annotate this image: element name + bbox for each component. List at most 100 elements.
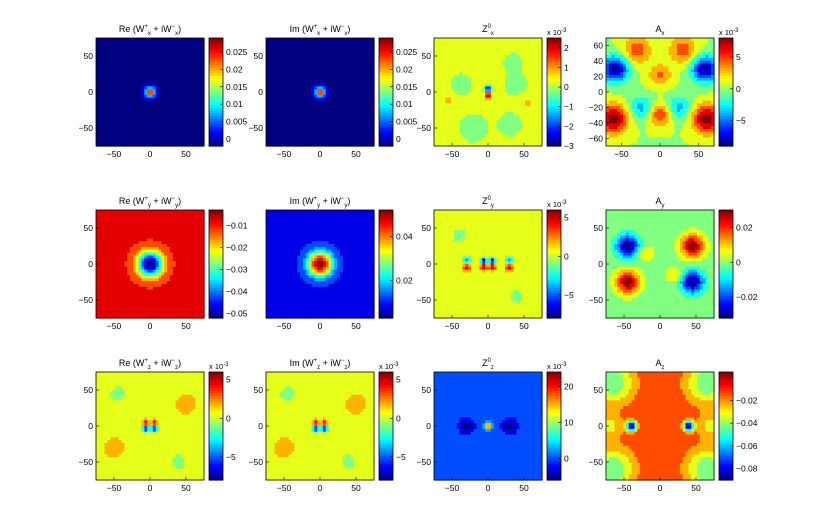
heatmap-cell [448, 43, 452, 48]
heatmap-cell [127, 94, 131, 99]
heatmap-cell [169, 97, 174, 102]
heatmap-cell [345, 111, 350, 116]
heatmap-cell [439, 77, 444, 82]
heatmap-cell [121, 123, 126, 127]
heatmap-cell [371, 109, 375, 113]
heatmap-cell [445, 66, 449, 70]
heatmap-cells [96, 38, 205, 147]
heatmap-cell [668, 60, 672, 65]
heatmap-cell [465, 120, 469, 124]
heatmap-cell [527, 66, 532, 70]
heatmap-cell [490, 97, 495, 102]
heatmap-cell [354, 92, 358, 96]
heatmap-cell [671, 66, 675, 70]
heatmap-cell [462, 94, 466, 99]
heatmap-cell [533, 94, 537, 99]
heatmap-cell [513, 117, 518, 122]
heatmap-cell [371, 46, 375, 50]
heatmap-cell [113, 109, 117, 113]
heatmap-cell [348, 55, 352, 59]
heatmap-cell [192, 103, 197, 107]
heatmap-cell [456, 38, 461, 42]
heatmap-cell [320, 43, 324, 48]
heatmap-cell [682, 55, 687, 59]
heatmap-cell [144, 63, 148, 68]
heatmap-cell [694, 60, 698, 65]
heatmap-cell [328, 83, 332, 87]
heatmap-cell [462, 38, 466, 42]
heatmap-cell [115, 69, 120, 73]
heatmap-cell [198, 86, 202, 90]
heatmap-cell [699, 49, 704, 53]
heatmap-cell [121, 111, 126, 116]
heatmap-cell [522, 123, 526, 127]
heatmap-cell [98, 114, 103, 119]
heatmap-cell [685, 38, 690, 42]
heatmap-cell [144, 140, 148, 144]
heatmap-cell [161, 43, 165, 48]
heatmap-cell [476, 120, 481, 124]
heatmap-cell [266, 137, 270, 141]
heatmap-cell [462, 74, 466, 79]
heatmap-cell [465, 97, 469, 102]
heatmap-cell [365, 128, 369, 133]
heatmap-cell [135, 92, 140, 96]
heatmap-cell [493, 106, 498, 110]
heatmap-cell [348, 40, 352, 45]
heatmap-cell [465, 57, 469, 62]
heatmap-cell [524, 77, 529, 82]
colorbar-step [379, 94, 393, 98]
heatmap-cell [161, 137, 165, 141]
heatmap-cell [172, 134, 177, 139]
heatmap-cell [175, 66, 180, 70]
heatmap-cell [536, 100, 540, 104]
heatmap-cell [522, 66, 526, 70]
heatmap-cell [325, 49, 330, 53]
colorbar-step [209, 86, 223, 90]
heatmap-cell [459, 72, 464, 76]
heatmap-cell [662, 46, 667, 50]
heatmap-cell [476, 97, 481, 102]
heatmap-cell [317, 69, 321, 73]
heatmap-cell [354, 109, 358, 113]
heatmap-cell [682, 49, 687, 53]
heatmap-cell [371, 100, 375, 104]
heatmap-cell [268, 46, 273, 50]
heatmap-cell [118, 106, 123, 110]
heatmap-cell [135, 77, 140, 82]
heatmap-cell [195, 109, 199, 113]
heatmap-cell [679, 57, 684, 62]
heatmap-cell [144, 38, 148, 42]
heatmap-cell [305, 94, 310, 99]
heatmap-cell [507, 103, 512, 107]
heatmap-cell [502, 131, 506, 136]
heatmap-cell [539, 46, 543, 50]
heatmap-cell [496, 92, 500, 96]
heatmap-cell [699, 43, 704, 48]
heatmap-cell [516, 92, 520, 96]
heatmap-cell [459, 126, 464, 130]
heatmap-cell [107, 66, 111, 70]
heatmap-cell [201, 40, 205, 45]
heatmap-cell [178, 131, 182, 136]
heatmap-cell [266, 117, 270, 122]
heatmap-cell [107, 80, 111, 85]
heatmap-cell [436, 109, 441, 113]
heatmap-cell [268, 38, 273, 42]
heatmap-cell [132, 72, 137, 76]
heatmap-cell [192, 117, 197, 122]
heatmap-cell [334, 109, 338, 113]
heatmap-cell [127, 40, 131, 45]
heatmap-cell [510, 83, 515, 87]
heatmap-cell [189, 114, 194, 119]
heatmap-cell [371, 128, 375, 133]
heatmap-cell [657, 55, 661, 59]
heatmap-cell [291, 60, 296, 65]
heatmap-cell [266, 72, 270, 76]
heatmap-cell [351, 38, 355, 42]
heatmap-cell [439, 43, 444, 48]
heatmap-cell [688, 60, 692, 65]
heatmap-cell [181, 52, 185, 56]
heatmap-cell [685, 46, 690, 50]
heatmap-cell [465, 66, 469, 70]
